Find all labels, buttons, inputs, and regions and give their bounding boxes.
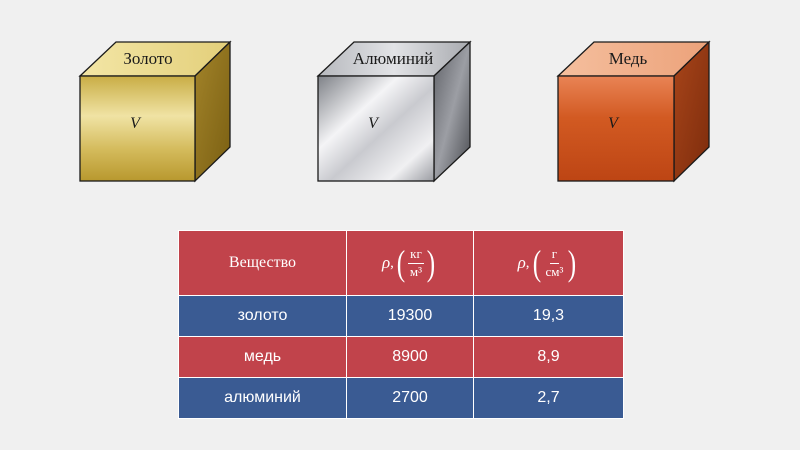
copper-cube-volume: V [608, 115, 620, 132]
header-density-g-cm3: ρ,(г см³) [473, 230, 624, 296]
cell-g-cm3: 19,3 [473, 295, 624, 337]
cell-g-cm3: 2,7 [473, 377, 624, 419]
cell-substance: алюминий [178, 377, 347, 419]
cell-substance: медь [178, 336, 347, 378]
unit-fraction-g-cm3: г см³ [544, 246, 566, 280]
cell-kg-m3: 19300 [346, 295, 474, 337]
cell-kg-m3: 8900 [346, 336, 474, 378]
copper-cube-label: Медь [609, 49, 648, 68]
gold-cube-volume: V [130, 115, 142, 132]
table-row: золото 19300 19,3 [178, 295, 624, 337]
aluminium-cube-front [317, 75, 435, 182]
table-header-row: Вещество ρ,(кг м³) ρ,(г см³) [178, 230, 624, 296]
unit-numerator: г [549, 246, 560, 264]
rho-symbol: ρ [517, 253, 526, 272]
aluminium-cube-label: Алюминий [353, 49, 433, 68]
gold-cube-label: Золото [123, 49, 172, 68]
unit-denominator: м³ [409, 263, 423, 279]
copper-cube: Медь V [556, 40, 711, 183]
aluminium-cube-volume: V [368, 115, 380, 132]
header-density-kg-m3: ρ,(кг м³) [346, 230, 474, 296]
unit-numerator: кг [408, 246, 424, 264]
cell-substance: золото [178, 295, 347, 337]
gold-cube: Золото V [78, 40, 232, 183]
header-substance: Вещество [178, 230, 347, 296]
cell-g-cm3: 8,9 [473, 336, 624, 378]
density-table: Вещество ρ,(кг м³) ρ,(г см³) золото 19300 … [178, 230, 624, 419]
unit-denominator: см³ [545, 263, 564, 279]
rho-symbol: ρ [381, 253, 391, 272]
aluminium-cube: Алюминий V [316, 40, 472, 183]
table-row: алюминий 2700 2,7 [178, 377, 624, 419]
copper-cube-front [557, 75, 675, 182]
table-row: медь 8900 8,9 [178, 336, 624, 378]
cell-kg-m3: 2700 [346, 377, 474, 419]
gold-cube-front [79, 75, 196, 182]
unit-fraction-kg-m3: кг м³ [408, 246, 424, 280]
